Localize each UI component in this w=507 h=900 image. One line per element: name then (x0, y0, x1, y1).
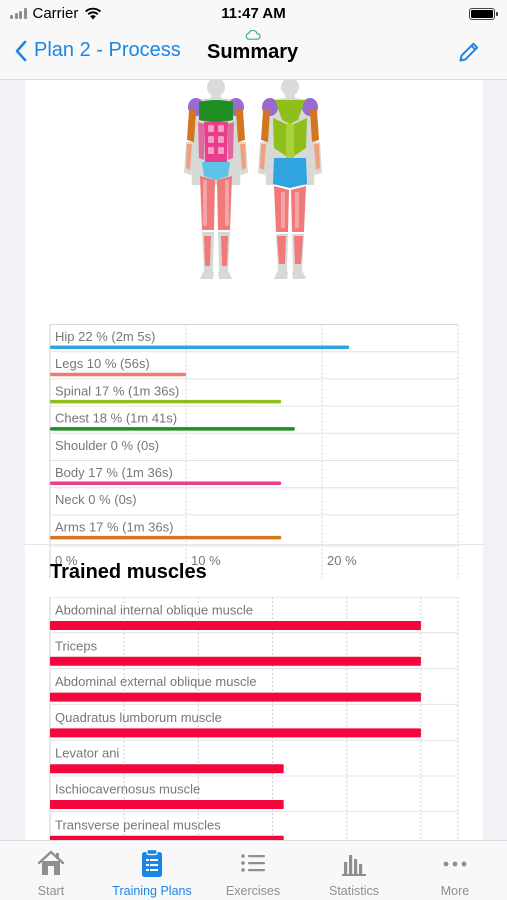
tab-label: Statistics (328, 884, 379, 898)
bar (50, 728, 421, 738)
page-title: Summary (207, 41, 299, 63)
bar-label: Body 17 % (1m 36s) (55, 465, 173, 480)
bar-label: Quadratus lumborum muscle (55, 710, 222, 725)
section-title-trained-muscles: Trained muscles (50, 561, 207, 583)
bar (50, 621, 421, 630)
bar-label: Ischiocavernosus muscle (55, 782, 200, 797)
house-icon (37, 850, 65, 875)
summary-content: Hip 22 % (2m 5s) Legs 10 % (56s) Spinal 17… (25, 80, 483, 840)
bar-label: Abdominal internal oblique muscle (55, 603, 253, 618)
x-tick-label: 20 % (327, 553, 357, 568)
navigation-bar: Plan 2 - Process Summary (0, 30, 507, 80)
wifi-icon (85, 7, 102, 20)
bar-label: Transverse perineal muscles (55, 817, 221, 832)
bar (50, 800, 284, 809)
bar (50, 656, 421, 666)
back-button[interactable]: Plan 2 - Process (14, 39, 181, 62)
bar (50, 835, 284, 840)
tab-bar: Start Training Plans Exercises Statistic… (0, 840, 507, 900)
section-divider (25, 544, 483, 545)
bar-label: Chest 18 % (1m 41s) (55, 411, 177, 426)
pencil-icon[interactable] (457, 40, 481, 64)
bar (50, 372, 186, 377)
signal-icon (10, 8, 27, 19)
list-icon (241, 854, 265, 872)
bar (50, 427, 295, 431)
bar-label: Arms 17 % (1m 36s) (55, 519, 173, 534)
clipboard-icon (142, 848, 162, 877)
tab-start[interactable]: Start (1, 841, 101, 900)
bar (50, 535, 282, 540)
muscle-map-figure (184, 80, 322, 279)
more-icon (443, 861, 467, 867)
bar-label: Spinal 17 % (1m 36s) (55, 383, 179, 398)
clock: 11:47 AM (221, 5, 286, 22)
cloud-icon (245, 30, 261, 40)
bar (50, 692, 421, 702)
tab-training-plans[interactable]: Training Plans (102, 841, 202, 900)
bar-label: Neck 0 % (0s) (55, 492, 137, 507)
bar-label: Abdominal external oblique muscle (55, 674, 257, 689)
carrier-label: Carrier (32, 5, 79, 22)
bar-label: Triceps (55, 638, 98, 653)
x-tick-label: 0 % (55, 553, 78, 568)
bar-chart-icon (342, 855, 366, 876)
bar (50, 481, 282, 485)
bar-label: Shoulder 0 % (0s) (55, 438, 159, 453)
battery-icon (469, 8, 498, 20)
tab-label: More (440, 884, 470, 898)
tab-exercises[interactable]: Exercises (203, 841, 303, 900)
tab-label: Start (37, 884, 65, 898)
body-back-figure (258, 80, 322, 279)
region-percentage-chart: Hip 22 % (2m 5s) Legs 10 % (56s) Spinal 17… (49, 324, 459, 579)
status-bar: Carrier 11:47 AM (0, 0, 507, 30)
bar (50, 399, 282, 404)
tab-label: Exercises (225, 884, 281, 898)
bar-label: Levator ani (55, 746, 119, 761)
bar (50, 764, 284, 774)
back-button-label: Plan 2 - Process (34, 39, 181, 61)
bar-label: Hip 22 % (2m 5s) (55, 329, 155, 344)
bar (50, 345, 350, 349)
trained-muscles-chart: Abdominal internal oblique muscle Triceps… (49, 597, 459, 840)
tab-statistics[interactable]: Statistics (304, 841, 404, 900)
chevron-left-icon (15, 40, 27, 61)
bar-label: Legs 10 % (56s) (55, 356, 150, 371)
tab-more[interactable]: More (405, 841, 505, 900)
x-tick-label: 10 % (191, 553, 221, 568)
body-front-figure (184, 80, 248, 279)
tab-label: Training Plans (112, 884, 192, 898)
